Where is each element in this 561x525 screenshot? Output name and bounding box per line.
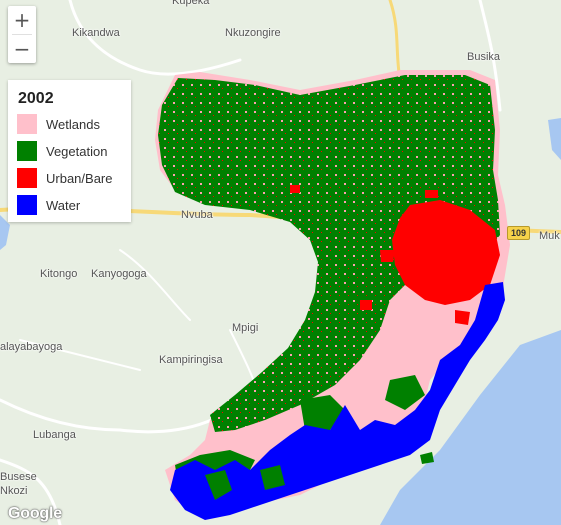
water-body	[170, 282, 505, 520]
urban-core	[392, 200, 500, 305]
legend-panel: 2002 Wetlands Vegetation Urban/Bare Wate…	[8, 80, 131, 222]
place-label-nvuba: Nvuba	[181, 209, 213, 221]
urban-swatch	[17, 168, 37, 188]
legend-item-wetlands: Wetlands	[17, 114, 100, 134]
place-label-lubanga: Lubanga	[33, 429, 76, 441]
legend-label: Vegetation	[46, 143, 108, 159]
place-label-kampiringisa: Kampiringisa	[159, 354, 223, 366]
place-label-kikandwa: Kikandwa	[72, 27, 120, 39]
place-label-kupeka: Kupeka	[172, 0, 210, 7]
legend-label: Urban/Bare	[46, 170, 113, 186]
place-label-busese: Busese	[0, 471, 37, 483]
zoom-separator	[12, 34, 32, 35]
legend-title: 2002	[18, 90, 54, 107]
lake-victoria	[380, 330, 561, 525]
vegetation-north	[158, 75, 500, 432]
lake-left	[0, 215, 10, 250]
place-label-mpigi: Mpigi	[232, 322, 259, 334]
legend-label: Water	[46, 197, 81, 213]
zoom-out-button[interactable]: −	[8, 35, 36, 63]
minus-icon: −	[13, 37, 31, 61]
legend-label: Wetlands	[46, 116, 100, 132]
place-label-muk: Muk	[539, 230, 560, 242]
place-label-nkuzongire: Nkuzongire	[225, 27, 281, 39]
place-label-kitongo: Kitongo	[40, 268, 78, 280]
lake-right-upper	[548, 118, 561, 160]
place-label-kanyogoga: Kanyogoga	[91, 268, 147, 280]
legend-item-urban: Urban/Bare	[17, 168, 112, 188]
plus-icon: +	[13, 8, 31, 32]
zoom-control: + −	[8, 6, 36, 63]
wetlands-swatch	[17, 114, 37, 134]
zoom-in-button[interactable]: +	[8, 6, 36, 34]
place-label-busika: Busika	[467, 51, 501, 63]
road-shield: 109	[507, 226, 531, 240]
water-swatch	[17, 195, 37, 215]
legend-item-vegetation: Vegetation	[17, 141, 107, 161]
place-label-nkozi: Nkozi	[0, 485, 28, 497]
google-logo[interactable]: Google	[8, 505, 62, 522]
vegetation-swatch	[17, 141, 37, 161]
place-label-alayabayoga: alayabayoga	[0, 341, 63, 353]
legend-item-water: Water	[17, 195, 80, 215]
